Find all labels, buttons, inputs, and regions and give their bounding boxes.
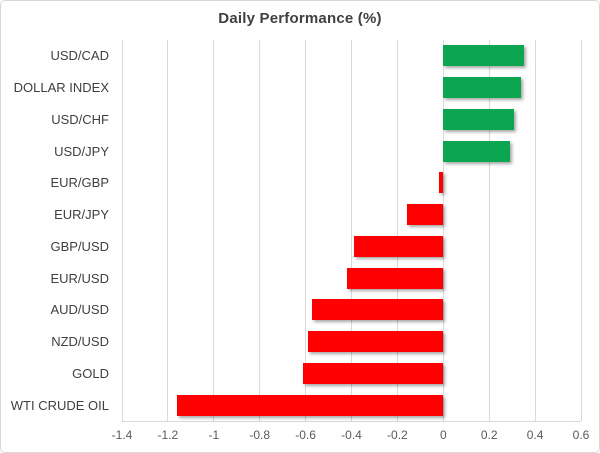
plot-area (121, 40, 582, 422)
gridline (305, 40, 307, 421)
gridline (351, 40, 352, 421)
category-label: WTI CRUDE OIL (10, 397, 109, 413)
category-label: USD/JPY (54, 143, 109, 159)
x-tick-label: -1.4 (111, 428, 133, 442)
x-tick-label: -1 (208, 428, 220, 442)
bar-gold (303, 362, 444, 384)
x-tick-label: -0.4 (341, 428, 362, 442)
bar-nzd-usd (307, 331, 444, 353)
category-label: NZD/USD (51, 334, 109, 350)
category-label: USD/CAD (50, 48, 109, 64)
chart-title: Daily Performance (%) (218, 10, 382, 27)
bar-usd-jpy (443, 140, 510, 162)
x-tick-label: -0.2 (387, 428, 408, 442)
category-label: EUR/USD (50, 270, 109, 286)
gridline (580, 40, 582, 421)
gridline (121, 40, 123, 421)
x-tick-label: 0.6 (572, 428, 590, 442)
x-tick-label: -0.6 (295, 428, 316, 442)
bar-aud-usd (312, 299, 444, 321)
gridline (259, 40, 261, 421)
x-tick-label: -0.8 (249, 428, 271, 442)
bar-eur-usd (346, 267, 444, 289)
bar-wti-crude-oil (177, 394, 444, 416)
bar-eur-gbp (438, 172, 444, 194)
category-label: USD/CHF (51, 111, 109, 127)
bar-usd-chf (443, 108, 515, 130)
category-label: GOLD (72, 365, 109, 381)
bar-usd-cad (443, 45, 524, 67)
gridline (213, 40, 215, 421)
category-label: DOLLAR INDEX (13, 80, 109, 96)
category-axis: USD/CAD DOLLAR INDEX USD/CHF USD/JPY EUR/GBP… (1, 40, 109, 421)
x-tick-label: -1.2 (157, 428, 179, 442)
category-label: EUR/JPY (54, 207, 109, 223)
gridline (396, 40, 398, 421)
gridline (488, 40, 490, 421)
x-tick-label: 0 (439, 428, 447, 442)
x-tick-label: 0.2 (480, 428, 498, 442)
category-label: GBP/USD (50, 238, 109, 254)
category-label: EUR/GBP (50, 175, 109, 191)
gridline (167, 40, 169, 421)
bar-dollar-index (443, 77, 522, 99)
gridline (442, 40, 444, 421)
category-label: AUD/USD (50, 302, 109, 318)
gridline (534, 40, 536, 421)
value-axis: -1.4 -1.2 -1 -0.8 -0.6 -0.4 -0.2 0 0.2 0.4 0.6 (1, 428, 599, 448)
bar-gbp-usd (353, 235, 444, 257)
x-tick-label: 0.4 (526, 428, 544, 442)
bar-eur-jpy (406, 204, 444, 226)
